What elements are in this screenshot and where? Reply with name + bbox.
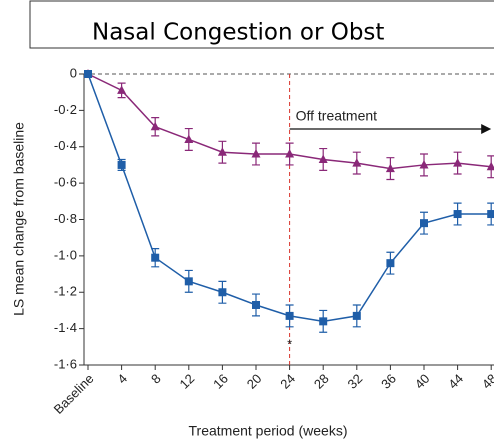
marker — [352, 158, 362, 167]
marker — [117, 85, 127, 94]
y-tick-label: -0·6 — [54, 175, 77, 190]
x-tick-label: Baseline — [51, 371, 97, 417]
x-tick-label: 20 — [244, 371, 265, 392]
x-tick-label: 24 — [277, 371, 298, 392]
marker — [453, 158, 463, 167]
x-tick-label: 8 — [148, 371, 164, 387]
y-tick-label: -1·0 — [54, 247, 77, 262]
title-box — [29, 0, 494, 49]
marker — [419, 159, 429, 169]
marker — [487, 210, 494, 219]
x-tick-label: 36 — [378, 371, 399, 392]
marker — [251, 149, 261, 158]
marker — [318, 154, 328, 163]
marker — [151, 253, 160, 262]
marker — [84, 70, 92, 78]
marker — [453, 210, 462, 219]
marker — [218, 288, 227, 297]
marker — [352, 311, 361, 320]
annotation: * — [287, 336, 292, 351]
x-tick-label: 32 — [345, 371, 366, 392]
marker — [252, 300, 260, 309]
x-tick-label: 40 — [412, 371, 433, 392]
x-tick-label: 4 — [114, 371, 130, 387]
marker — [385, 163, 395, 173]
marker — [285, 311, 294, 320]
y-tick-label: -1·4 — [54, 320, 77, 335]
marker — [150, 121, 160, 131]
chart-title: Nasal Congestion or Obst — [92, 20, 384, 46]
annotation: Off treatment — [296, 108, 378, 124]
x-axis-label: Treatment period (weeks) — [189, 423, 348, 439]
y-tick-label: -0·4 — [54, 138, 77, 153]
x-tick-label: 44 — [445, 371, 466, 392]
marker — [285, 149, 295, 158]
arrow-head — [481, 124, 492, 134]
y-tick-label: -1·6 — [54, 356, 77, 371]
x-tick-label: 48 — [479, 371, 494, 392]
x-tick-label: 12 — [177, 371, 198, 392]
y-tick-label: -0·8 — [54, 211, 77, 226]
x-tick-label: 28 — [311, 371, 332, 392]
y-tick-label: 0 — [70, 65, 77, 80]
marker — [486, 161, 494, 171]
marker — [319, 317, 328, 326]
marker — [184, 277, 193, 286]
marker — [217, 147, 227, 156]
marker — [386, 259, 395, 268]
y-tick-label: -1·2 — [54, 284, 77, 299]
marker — [420, 219, 428, 228]
y-tick-label: -0·2 — [54, 102, 77, 117]
marker — [184, 134, 194, 143]
marker — [117, 160, 126, 169]
x-tick-label: 16 — [210, 371, 231, 392]
y-axis-label: LS mean change from baseline — [11, 122, 27, 316]
